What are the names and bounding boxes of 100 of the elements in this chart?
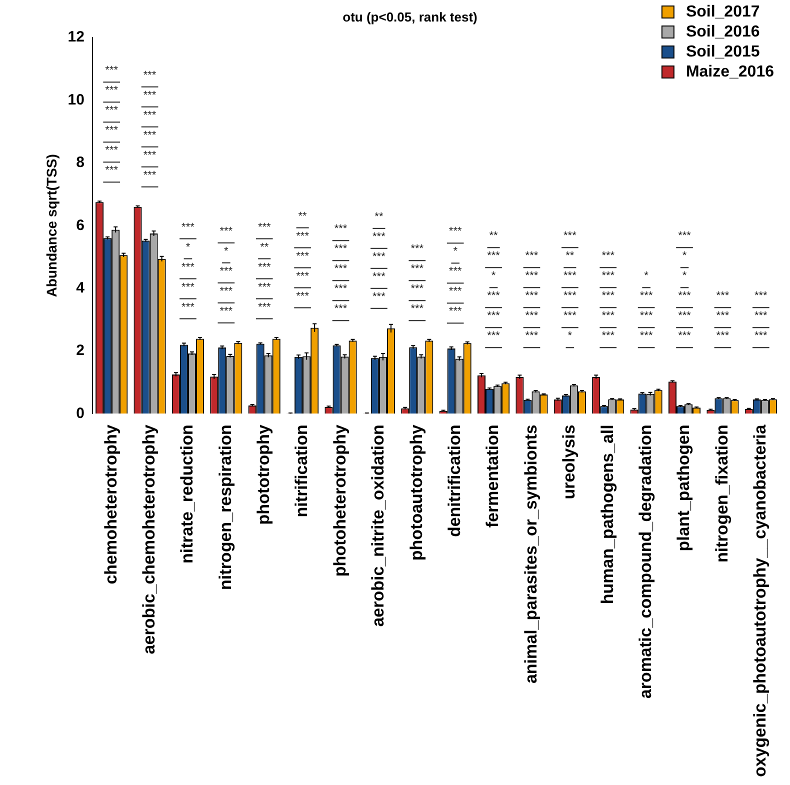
chart-title: otu (p<0.05, rank test) [342,9,478,24]
annotation: *** [640,290,654,302]
annotation: *** [525,330,539,342]
annotation: *** [448,266,462,278]
annotation: *** [143,69,157,82]
x-tick-label: fermentation [483,424,502,528]
annotation: *** [182,221,196,234]
legend-label: Maize_2016 [686,63,774,80]
annotation: *** [182,261,196,274]
annotation: *** [258,281,272,294]
annotation: *** [258,221,272,234]
x-tick-label: human_pathogens_all [598,424,617,604]
annotation: *** [487,330,501,342]
annotation: *** [220,285,234,298]
x-tick-label: animal_parasites_or_symbionts [521,424,540,684]
x-tick-label: plant_pathogen [674,424,694,552]
x-tick-label: nitrogen_respiration [216,424,235,590]
annotation: *** [372,270,386,283]
annotation: *** [448,286,462,298]
annotation: *** [334,223,348,236]
annotation: *** [372,250,386,263]
annotation: *** [258,301,272,314]
annotation: *** [334,263,348,276]
legend-label: Soil_2015 [686,43,760,60]
x-tick-label: aromatic_compound_degradation [636,424,656,699]
annotation: *** [220,265,234,278]
y-tick-label: 0 [76,404,84,422]
annotation: *** [143,169,157,182]
annotation: *** [372,230,386,243]
x-tick-label: chemoheterotrophy [101,424,120,584]
annotation: * [568,330,573,342]
annotation: *** [602,270,616,282]
annotation: *** [448,306,462,318]
annotation: *** [182,281,196,294]
y-axis-title: Abundance sqrt(TSS) [43,154,60,298]
annotation: *** [640,330,654,342]
x-tick-label: aerobic_chemoheterotrophy [139,424,158,654]
annotation: *** [143,129,157,142]
x-tick-label: nitrate_reduction [178,424,197,564]
annotation: *** [602,310,616,322]
annotation: *** [754,310,768,322]
annotation: *** [602,290,616,302]
annotation: *** [182,301,196,314]
annotation: *** [602,330,616,342]
annotation: * [224,245,230,258]
annotation: *** [525,290,539,302]
x-tick-label: photoheterotrophy [330,424,350,577]
annotation: *** [525,250,539,262]
annotation: *** [296,250,310,262]
annotation: *** [334,303,348,316]
annotation: *** [754,330,768,342]
annotation: *** [410,243,424,256]
annotation: *** [716,310,730,322]
annotation: *** [143,149,157,162]
annotation: *** [296,230,310,242]
annotation: *** [564,290,578,302]
annotation: *** [487,290,501,302]
annotation: *** [105,104,119,117]
annotation: * [186,241,191,254]
annotation: *** [564,270,578,282]
annotation: ** [298,210,308,222]
annotation: *** [716,290,730,302]
x-tick-label: ureolysis [560,424,579,500]
annotation: *** [754,290,768,302]
y-tick-label: 12 [68,28,84,46]
annotation: *** [372,290,386,303]
y-tick-label: 2 [76,342,84,360]
legend-label: Soil_2017 [686,3,760,20]
annotation: *** [296,290,310,302]
x-tick-label: denitrification [445,424,464,538]
annotation: *** [105,124,119,137]
annotation: * [453,246,458,258]
x-tick-label: nitrogen_fixation [712,424,732,563]
annotation: * [682,250,688,262]
annotation: *** [678,290,692,302]
annotation: *** [564,310,578,322]
annotation: *** [143,109,157,122]
x-tick-label: phototrophy [254,424,274,525]
annotation: *** [525,270,539,282]
y-tick-label: 6 [76,216,84,234]
x-tick-label: aerobic_nitrite_oxidation [368,424,388,627]
annotation: *** [410,303,424,316]
annotation: *** [678,330,692,342]
annotation: * [491,270,496,282]
annotation: *** [678,310,692,322]
annotation: *** [716,330,730,342]
annotation: *** [602,250,616,262]
annotation: *** [105,144,119,157]
annotation: *** [220,305,234,318]
annotation: *** [105,64,119,77]
annotation: *** [410,283,424,296]
annotation: *** [640,310,654,322]
x-tick-label: oxygenic_photoautotrophy__cyanobacteria [750,424,770,778]
annotation: *** [564,230,578,242]
annotation: ** [489,230,499,242]
x-tick-label: photoautotrophy [406,424,426,561]
annotation: *** [258,261,272,274]
annotation: ** [566,250,575,262]
annotation: *** [487,310,501,322]
annotation: *** [105,164,119,177]
